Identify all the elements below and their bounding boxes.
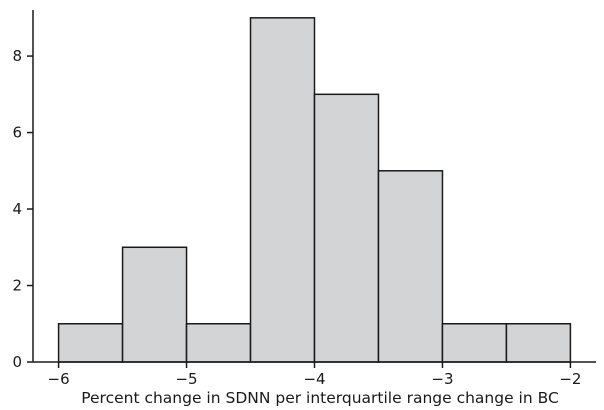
histogram-bar-4	[249, 17, 316, 363]
histogram-bar-7	[441, 323, 508, 363]
y-tick-label: 4	[12, 200, 22, 218]
x-tick-label: −2	[559, 370, 581, 388]
bars-group	[57, 17, 572, 363]
histogram-bar-5	[313, 93, 380, 363]
y-tick-label: 0	[12, 353, 22, 371]
histogram-bar-8	[505, 323, 572, 363]
x-axis-label: Percent change in SDNN per interquartile…	[81, 389, 559, 407]
histogram-bar-1	[57, 323, 124, 363]
histogram-bar-3	[185, 323, 252, 363]
x-tick-label: −6	[48, 370, 70, 388]
x-tick-label: −5	[175, 370, 197, 388]
y-tick-label: 6	[12, 124, 22, 142]
y-tick-label: 8	[12, 47, 22, 65]
x-tick-label: −4	[303, 370, 325, 388]
histogram-bar-2	[121, 246, 188, 363]
x-ticks-group: −6 −5 −4 −3 −2	[48, 362, 581, 388]
histogram-bar-6	[377, 170, 444, 363]
y-ticks-group: 0 2 4 6 8	[12, 47, 33, 371]
y-tick-label: 2	[12, 277, 22, 295]
x-tick-label: −3	[431, 370, 453, 388]
